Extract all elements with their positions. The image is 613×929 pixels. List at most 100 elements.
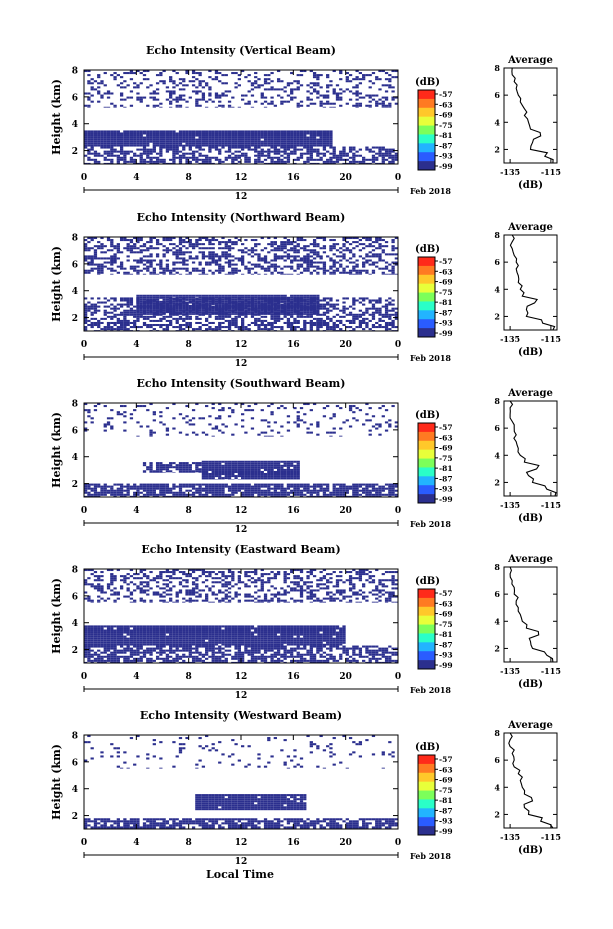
heatmap-cell [149, 261, 153, 264]
heatmap-cell [175, 152, 179, 155]
heatmap-cell [208, 263, 212, 266]
heatmap-cell [211, 261, 215, 264]
heatmap-cell [270, 158, 274, 161]
heatmap-cell [201, 138, 206, 141]
colorbar-tick-label: -75 [439, 121, 453, 130]
heatmap-cell [191, 150, 196, 153]
heatmap-cell [205, 491, 209, 494]
heatmap-cell [316, 152, 320, 155]
heatmap-cell [142, 315, 147, 318]
heatmap-cell [306, 146, 310, 149]
heatmap-cell [384, 303, 389, 306]
heatmap-cell [254, 130, 258, 133]
heatmap-cell [273, 311, 277, 314]
heatmap-cell [290, 146, 294, 149]
heatmap-cell [352, 319, 356, 322]
heatmap-cell [241, 303, 245, 306]
heatmap-cell [368, 259, 372, 262]
heatmap-cell [263, 462, 268, 465]
heatmap-cell [90, 138, 94, 141]
heatmap-cell [257, 130, 261, 133]
heatmap-cell [178, 251, 183, 254]
heatmap-cell [185, 472, 189, 473]
heatmap-cell [355, 150, 359, 153]
heatmap-cell [371, 495, 376, 497]
heatmap-cell [182, 154, 186, 157]
heatmap-cell [276, 493, 281, 496]
heatmap-cell [139, 134, 143, 137]
heatmap-cell [247, 328, 251, 331]
heatmap-cell [185, 160, 189, 163]
heatmap-cell [119, 132, 124, 135]
heatmap-cell [84, 305, 88, 308]
heatmap-cell [172, 134, 176, 137]
heatmap-cell [221, 460, 225, 463]
heatmap-cell [276, 162, 281, 164]
heatmap-cell [273, 241, 277, 244]
heatmap-cell [257, 156, 261, 159]
heatmap-cell [133, 323, 137, 327]
heatmap-cell [149, 487, 153, 490]
heatmap-cell [146, 130, 150, 133]
heatmap-cell [352, 299, 356, 302]
heatmap-cell [263, 313, 268, 315]
heatmap-cell [322, 299, 327, 302]
heatmap-cell [254, 473, 258, 476]
heatmap-cell [116, 249, 120, 252]
heatmap-cell [293, 245, 297, 248]
heatmap-cell [270, 473, 274, 476]
heatmap-cell [195, 462, 199, 465]
heatmap-cell [205, 144, 209, 147]
heatmap-cell [234, 309, 238, 312]
heatmap-cell [142, 158, 147, 161]
heatmap-cell [227, 301, 232, 304]
heatmap-cell [201, 309, 206, 312]
heatmap-cell [234, 487, 238, 490]
heatmap-cell [358, 104, 363, 107]
heatmap-cell [319, 132, 323, 135]
heatmap-cell [394, 257, 398, 260]
heatmap-cell [136, 273, 140, 275]
heatmap-cell [234, 130, 238, 133]
heatmap-cell [391, 76, 395, 79]
heatmap-cell [280, 150, 284, 153]
heatmap-cell [214, 473, 219, 476]
heatmap-cell [214, 140, 219, 143]
heatmap-cell [263, 267, 268, 270]
heatmap-cell [211, 475, 215, 478]
heatmap-cell [306, 90, 310, 93]
heatmap-cell [214, 462, 219, 465]
heatmap-cell [250, 140, 255, 143]
heatmap-cell [142, 323, 147, 327]
heatmap-cell [296, 483, 300, 486]
heatmap-cell [247, 160, 251, 163]
heatmap-cell [312, 150, 317, 153]
heatmap-cell [106, 485, 111, 488]
heatmap-cell [368, 106, 372, 108]
heatmap-cell [139, 100, 143, 103]
heatmap-cell [250, 82, 255, 85]
heatmap-cell [332, 326, 336, 329]
heatmap-cell [162, 311, 166, 314]
heatmap-cell [335, 261, 340, 264]
heatmap-cell [270, 273, 274, 275]
heatmap-cell [231, 247, 235, 250]
heatmap-cell [175, 261, 179, 264]
heatmap-cell [290, 88, 294, 91]
heatmap-cell [162, 70, 166, 73]
heatmap-cell [113, 144, 117, 147]
heatmap-cell [276, 78, 281, 81]
heatmap-cell [234, 464, 238, 467]
heatmap-cell [227, 90, 232, 93]
heatmap-cell [273, 160, 277, 163]
heatmap-cell [214, 144, 219, 147]
heatmap-cell [172, 156, 176, 159]
heatmap-cell [319, 257, 323, 260]
heatmap-cell [263, 134, 268, 137]
heatmap-cell [365, 259, 369, 262]
heatmap-cell [165, 247, 170, 250]
heatmap-cell [355, 313, 359, 316]
heatmap-cell [100, 142, 104, 145]
heatmap-cell [146, 241, 150, 244]
heatmap-cell [270, 146, 274, 149]
